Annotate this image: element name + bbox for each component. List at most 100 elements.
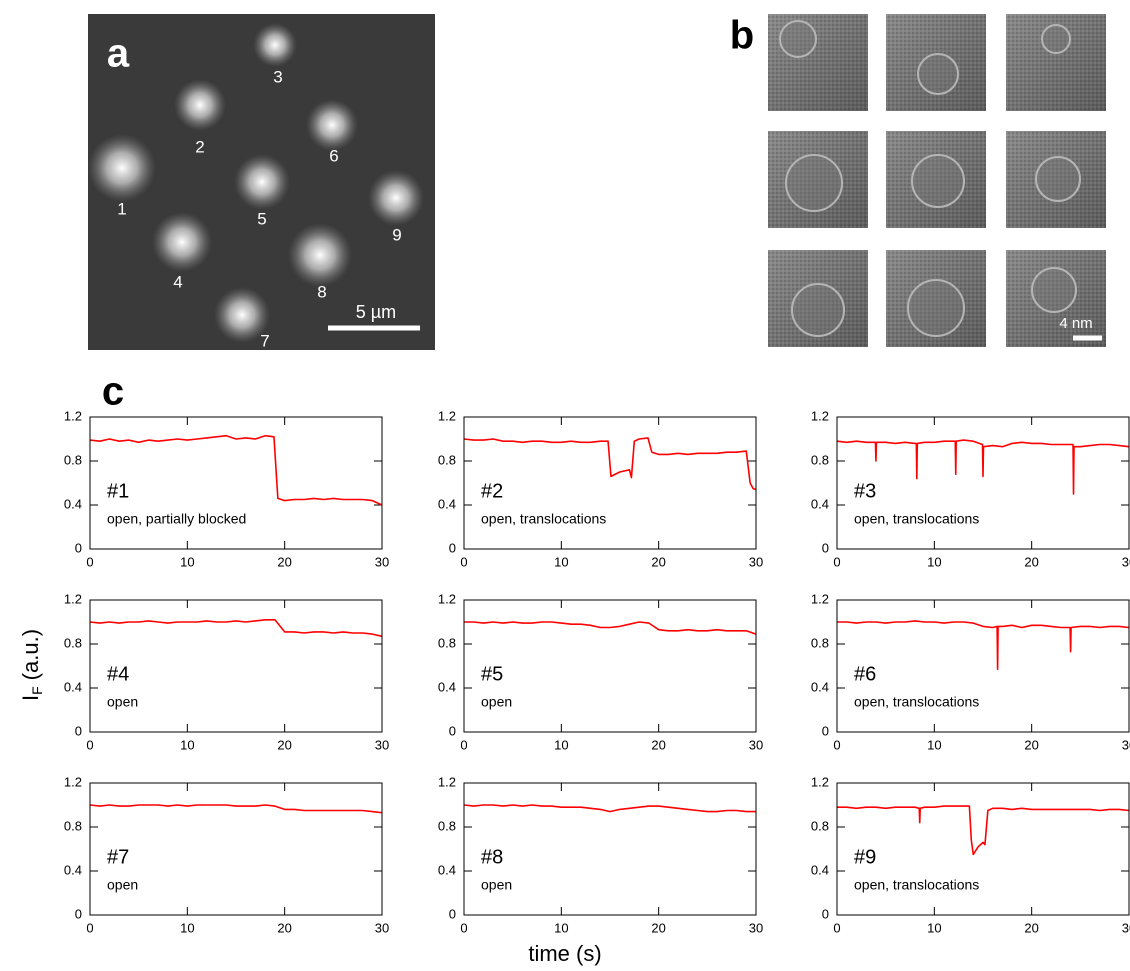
x-tick-label: 30 [375,737,389,752]
chart-subtitle: open, translocations [854,511,979,527]
chart-title: #8 [481,846,503,868]
x-tick-label: 20 [1024,554,1038,569]
y-tick-label: 1.2 [811,591,829,606]
tem-texture [768,14,868,111]
x-tick-label: 30 [749,737,763,752]
x-tick-label: 10 [554,554,568,569]
y-tick-label: 0.8 [811,818,829,833]
plot-frame [89,782,383,916]
y-tick-label: 1.2 [438,408,456,423]
trace [463,804,756,813]
x-axis-label: time (s) [528,941,601,966]
trace [836,439,1130,495]
plot-frame [463,782,757,916]
y-tick-label: 0.8 [811,452,829,467]
fluorescent-spot [214,287,270,343]
tem-texture [768,250,868,347]
x-tick-label: 0 [833,737,840,752]
x-tick-label: 0 [460,920,467,935]
y-tick-label: 1.2 [438,774,456,789]
y-tick-label: 0 [75,540,82,555]
plot-frame [836,782,1130,916]
x-tick-label: 30 [1122,920,1130,935]
chart-title: #9 [854,846,876,868]
y-tick-label: 0 [449,540,456,555]
fluorescent-spot [88,134,156,202]
x-tick-label: 0 [833,920,840,935]
plot-frame [463,416,757,550]
y-tick-label: 1.2 [64,591,82,606]
y-tick-label: 0.8 [438,818,456,833]
spot-label: 8 [317,282,326,301]
pore-outline [785,154,843,212]
x-tick-label: 20 [277,920,291,935]
y-tick-label: 0.8 [64,452,82,467]
y-label-unit: (a.u.) [18,629,43,680]
spot-label: 9 [392,225,401,244]
y-tick-label: 1.2 [438,591,456,606]
trace [89,619,383,638]
chart-title: #7 [107,846,129,868]
y-tick-label: 0 [449,723,456,738]
x-tick-label: 20 [651,554,665,569]
x-tick-label: 10 [554,920,568,935]
pore-outline [1041,24,1071,54]
panel-label: c [102,370,124,414]
x-tick-label: 30 [1122,737,1130,752]
chart-title: #3 [854,480,876,502]
plot-frame [89,599,383,733]
y-label-subscript: F [29,686,45,695]
spot-label: 3 [273,67,282,86]
spot-label: 1 [117,199,126,218]
x-tick-label: 20 [1024,920,1038,935]
chart-subtitle: open, translocations [854,694,979,710]
x-tick-label: 30 [1122,554,1130,569]
chart-subtitle: open [481,694,512,710]
tem-texture [1006,250,1106,347]
y-tick-label: 0.4 [811,496,829,511]
y-tick-label: 0.4 [438,496,456,511]
x-tick-label: 0 [833,554,840,569]
chart-title: #2 [481,480,503,502]
y-tick-label: 1.2 [811,774,829,789]
x-tick-label: 20 [651,737,665,752]
panel-label: a [107,32,130,76]
y-tick-label: 0.8 [64,818,82,833]
plot-frame [89,416,383,550]
fluorescent-spot [253,23,297,67]
x-tick-label: 20 [651,920,665,935]
tem-texture [1006,14,1106,111]
scale-bar-label: 4 nm [1059,315,1092,332]
y-tick-label: 0 [75,723,82,738]
x-tick-label: 20 [277,554,291,569]
plot-frame [836,416,1130,550]
y-tick-label: 0.4 [64,679,82,694]
chart-title: #1 [107,480,129,502]
x-tick-label: 20 [277,737,291,752]
chart-subtitle: open [107,694,138,710]
x-tick-label: 30 [749,554,763,569]
tem-texture [886,131,986,228]
y-tick-label: 0.4 [811,679,829,694]
y-tick-label: 0 [449,906,456,921]
trace [837,805,1130,856]
fluorescent-spot [174,79,226,131]
trace [464,621,757,635]
scale-bar-label: 5 µm [356,302,396,322]
pore-outline [779,20,817,58]
y-tick-label: 0.4 [811,862,829,877]
chart-title: #6 [854,663,876,685]
plot-frame [463,599,757,733]
chart-subtitle: open, translocations [481,511,606,527]
pore-outline [907,279,965,337]
y-tick-label: 0.8 [438,452,456,467]
pore-outline [917,53,959,95]
chart-title: #4 [107,663,129,685]
y-tick-label: 1.2 [64,408,82,423]
y-tick-label: 0.4 [64,862,82,877]
x-tick-label: 30 [749,920,763,935]
tem-texture [768,131,868,228]
fluorescent-spot [288,223,352,287]
